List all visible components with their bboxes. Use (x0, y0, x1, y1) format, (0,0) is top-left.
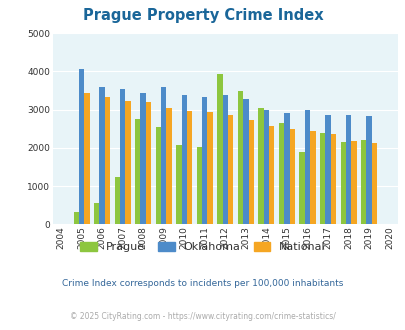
Bar (228, 115, 233, 224)
Bar (237, 91, 243, 224)
Bar (94, 203, 99, 224)
Bar (176, 145, 181, 224)
Bar (114, 177, 119, 224)
Bar (278, 123, 284, 224)
Bar (145, 102, 151, 224)
Bar (217, 74, 222, 224)
Bar (258, 108, 263, 224)
Bar (263, 110, 269, 224)
Bar (207, 112, 212, 224)
Bar (360, 140, 366, 224)
Bar (289, 129, 294, 224)
Bar (186, 112, 192, 224)
Bar (161, 87, 166, 224)
Bar (299, 152, 304, 224)
Bar (345, 115, 350, 224)
Bar (304, 110, 309, 224)
Bar (248, 120, 253, 224)
Bar (371, 143, 376, 224)
Bar (243, 99, 248, 224)
Bar (222, 95, 228, 224)
Bar (79, 69, 84, 224)
Bar (181, 95, 186, 224)
Bar (202, 97, 207, 224)
Legend: Prague, Oklahoma, National: Prague, Oklahoma, National (80, 242, 325, 252)
Bar (135, 119, 140, 224)
Bar (155, 127, 161, 224)
Bar (104, 97, 110, 224)
Bar (99, 86, 104, 224)
Bar (319, 133, 324, 224)
Text: Prague Property Crime Index: Prague Property Crime Index (83, 8, 322, 23)
Bar (196, 147, 202, 224)
Bar (166, 109, 171, 224)
Bar (350, 141, 356, 224)
Bar (309, 131, 315, 224)
Bar (119, 89, 125, 224)
Bar (330, 134, 335, 224)
Bar (73, 212, 79, 224)
Text: © 2025 CityRating.com - https://www.cityrating.com/crime-statistics/: © 2025 CityRating.com - https://www.city… (70, 312, 335, 321)
Bar (140, 93, 145, 224)
Bar (269, 126, 274, 224)
Text: Crime Index corresponds to incidents per 100,000 inhabitants: Crime Index corresponds to incidents per… (62, 279, 343, 288)
Bar (366, 116, 371, 224)
Bar (284, 114, 289, 224)
Bar (84, 93, 90, 224)
Bar (125, 101, 130, 224)
Bar (340, 142, 345, 224)
Bar (324, 115, 330, 224)
